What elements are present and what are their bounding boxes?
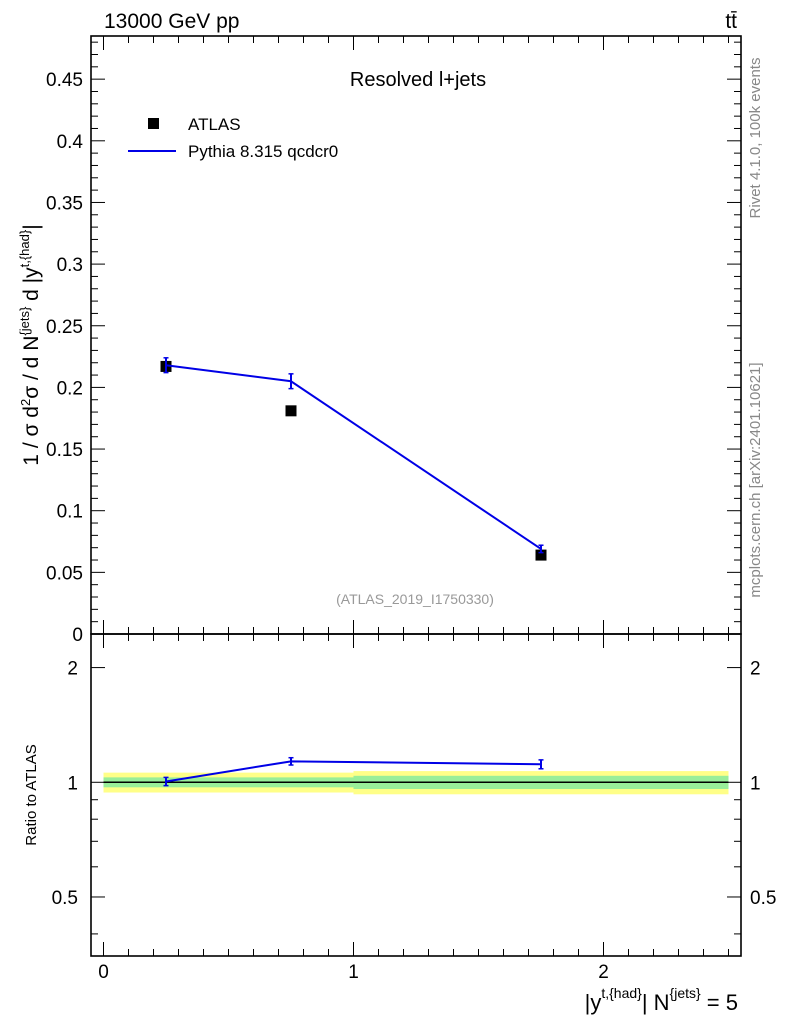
x-tick-label: 2 — [598, 962, 609, 983]
ratio-y-tick-label: 1 — [67, 773, 78, 794]
process-label: tt̄ — [725, 10, 737, 33]
main-panel-ticks: 0 0.05 0.1 0.15 0.2 0.25 0.3 0.35 0.4 0.45 — [46, 36, 741, 646]
pythia-series-line — [165, 364, 542, 550]
ratio-y-axis-label: Ratio to ATLAS — [23, 744, 40, 845]
analysis-watermark: (ATLAS_2019_I1750330) — [336, 591, 494, 607]
main-y-tick-label: 0.2 — [57, 378, 83, 399]
ratio-y-tick-label-right: 0.5 — [750, 888, 776, 909]
main-y-tick-label: 0.15 — [46, 440, 83, 461]
main-y-axis-label: 1 / σ d2σ / d N{jets} d |yt,{had}| — [17, 224, 43, 465]
legend: ATLAS Pythia 8.315 qcdcr0 — [128, 115, 338, 161]
atlas-data-point — [535, 549, 547, 561]
main-y-tick-label: 0.1 — [57, 502, 83, 523]
atlas-data-point — [285, 405, 297, 417]
ratio-uncertainty-bands — [103, 771, 729, 795]
x-tick-label: 1 — [348, 962, 359, 983]
main-y-tick-label: 0 — [72, 625, 83, 646]
ratio-y-tick-label: 2 — [67, 659, 78, 680]
chart-title: Resolved l+jets — [350, 69, 486, 91]
ratio-panel-ticks: 0 1 2 0.5 0.5 1 1 2 2 — [52, 634, 776, 983]
energy-label: 13000 GeV pp — [104, 10, 239, 33]
main-y-tick-label: 0.35 — [46, 193, 83, 214]
ratio-panel-frame — [90, 633, 742, 957]
ratio-y-tick-label: 0.5 — [52, 888, 78, 909]
main-y-tick-label: 0.45 — [46, 70, 83, 91]
x-tick-label: 0 — [98, 962, 109, 983]
main-y-tick-label: 0.25 — [46, 317, 83, 338]
legend-atlas-label: ATLAS — [188, 115, 241, 134]
ratio-y-tick-label-right: 1 — [750, 773, 761, 794]
ratio-panel-marks — [163, 756, 544, 787]
ratio-y-tick-label-right: 2 — [750, 659, 761, 680]
x-axis-label: |yt,{had}| N{jets} = 5 — [585, 985, 738, 1015]
main-y-tick-label: 0.4 — [57, 132, 84, 153]
main-y-tick-label: 0.3 — [57, 255, 83, 276]
rivet-version-label: Rivet 4.1.0, 100k events — [747, 58, 764, 219]
mcplots-label: mcplots.cern.ch [arXiv:2401.10621] — [747, 362, 764, 597]
legend-pythia-label: Pythia 8.315 qcdcr0 — [188, 142, 338, 161]
main-panel-marks — [160, 357, 547, 561]
main-y-tick-label: 0.05 — [46, 563, 83, 584]
legend-atlas-marker — [148, 118, 159, 129]
